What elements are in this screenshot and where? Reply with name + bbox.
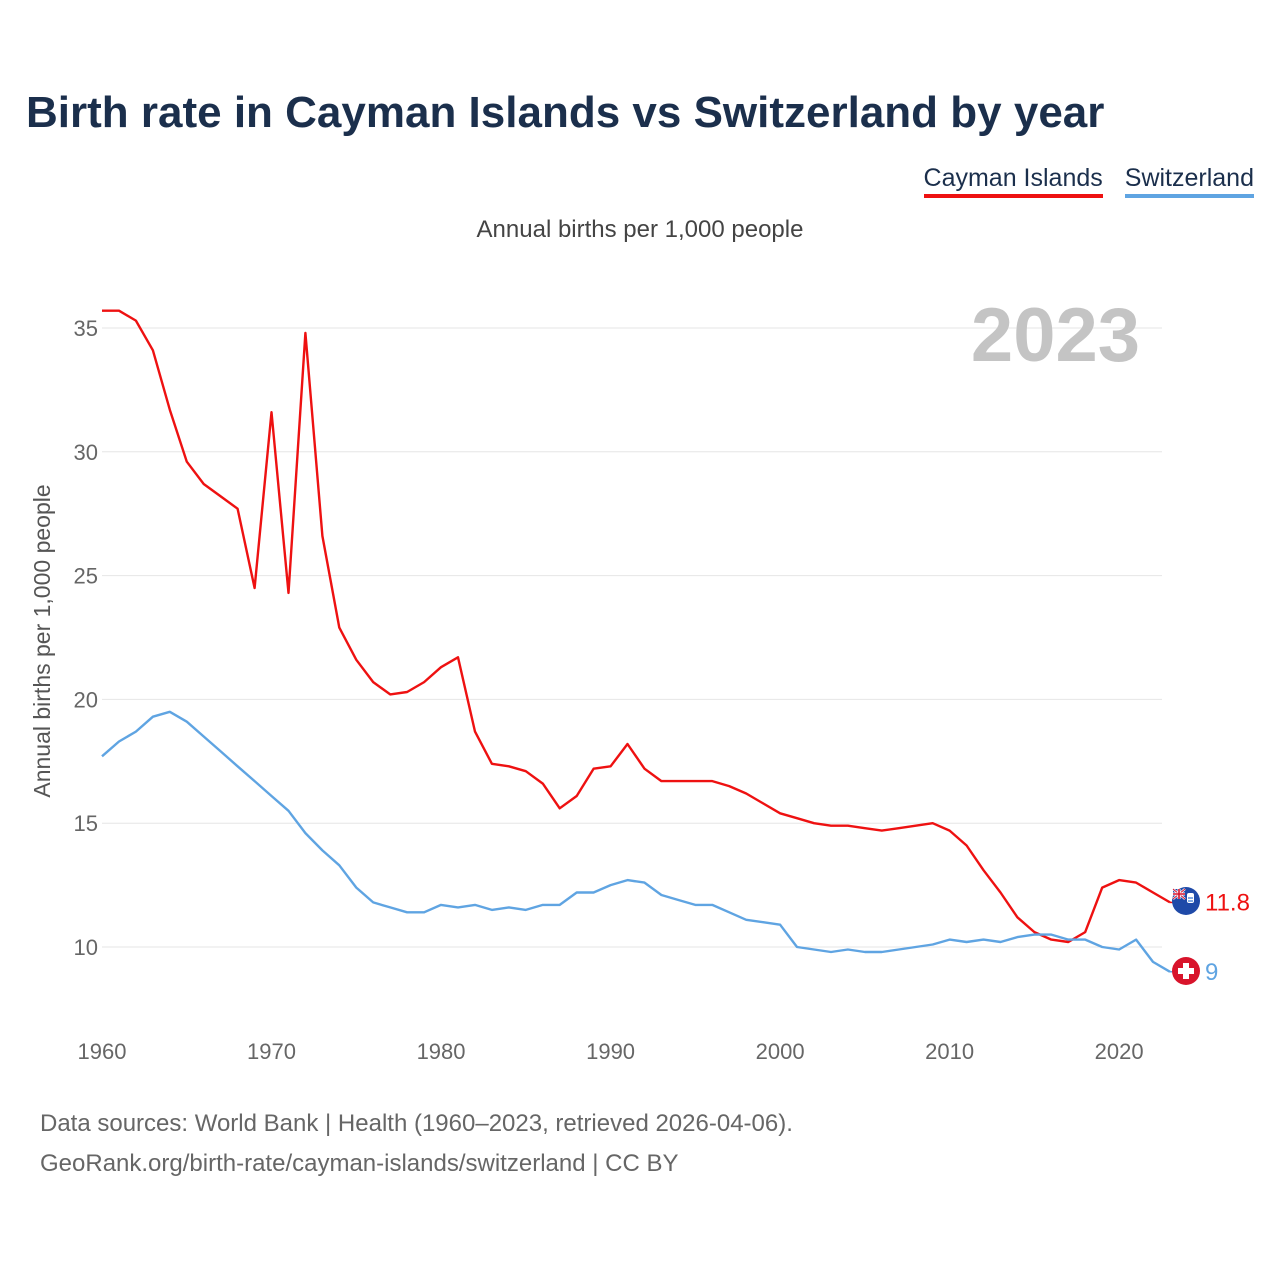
cayman-islands-flag-icon: [1172, 887, 1200, 915]
page-title: Birth rate in Cayman Islands vs Switzerl…: [26, 88, 1105, 137]
line-chart: 10 15 20 25 30 35 1960 1970 1980 1990 2000 2010 202…: [29, 293, 1250, 1064]
end-value-label-cayman-islands: 11.8: [1205, 889, 1250, 916]
x-tick-label: 2010: [925, 1039, 974, 1064]
legend-item-cayman-islands[interactable]: Cayman Islands: [923, 164, 1103, 198]
source-url[interactable]: GeoRank.org/birth-rate/cayman-islands/sw…: [40, 1150, 679, 1177]
x-tick-label: 2020: [1095, 1039, 1144, 1064]
y-tick-label: 20: [74, 687, 98, 712]
chart-subtitle: Annual births per 1,000 people: [476, 216, 804, 243]
switzerland-flag-icon: [1172, 957, 1200, 985]
x-tick-label: 1970: [247, 1039, 296, 1064]
data-source-note: Data sources: World Bank | Health (1960–…: [40, 1110, 793, 1137]
gridlines: [102, 327, 1162, 948]
y-tick-label: 15: [74, 811, 98, 836]
x-axis-ticks: 1960 1970 1980 1990 2000 2010 2020: [78, 1039, 1144, 1064]
end-value-label-switzerland: 9: [1205, 959, 1218, 986]
x-tick-label: 2000: [756, 1039, 805, 1064]
y-tick-label: 25: [74, 564, 98, 589]
current-year-label: 2023: [971, 293, 1140, 378]
y-tick-label: 30: [74, 440, 98, 465]
footer: Data sources: World Bank | Health (1960–…: [40, 1104, 793, 1184]
y-axis-label: Annual births per 1,000 people: [29, 484, 55, 797]
legend: Cayman Islands Switzerland: [923, 164, 1254, 198]
series: 11.89: [101, 309, 1250, 986]
series-line-switzerland[interactable]: [101, 710, 1171, 973]
x-tick-label: 1960: [78, 1039, 127, 1064]
x-tick-label: 1990: [586, 1039, 635, 1064]
y-axis-ticks: 10 15 20 25 30 35: [74, 316, 98, 960]
y-tick-label: 35: [74, 316, 98, 341]
legend-item-switzerland[interactable]: Switzerland: [1124, 164, 1254, 198]
y-tick-label: 10: [74, 935, 98, 960]
series-line-cayman-islands[interactable]: [102, 309, 1171, 944]
x-tick-label: 1980: [417, 1039, 466, 1064]
